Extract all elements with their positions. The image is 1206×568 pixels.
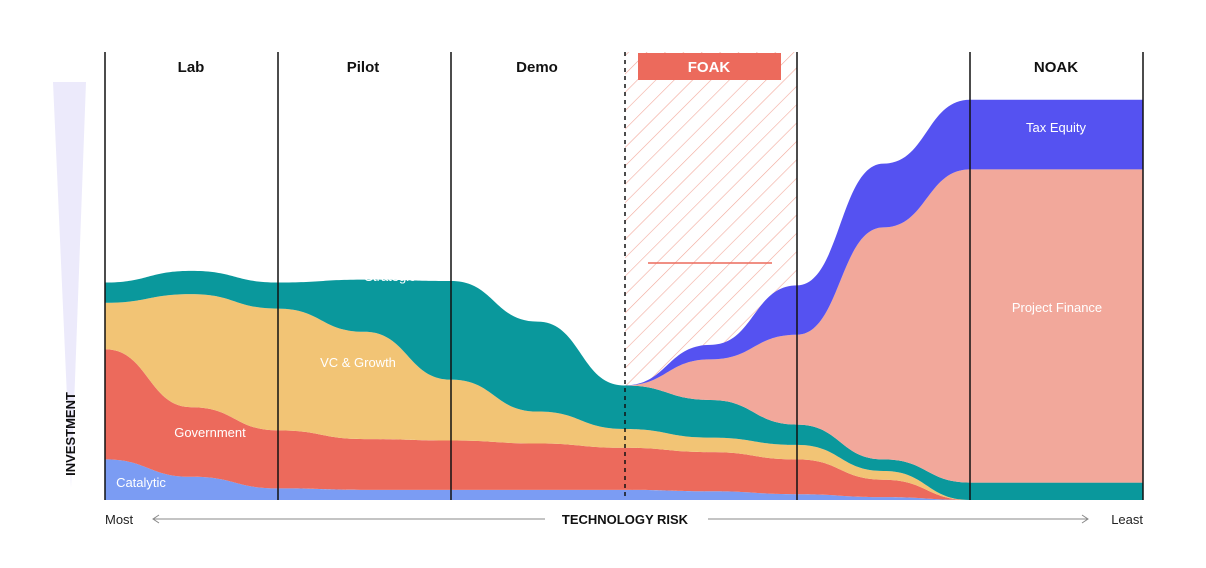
series-label-strategic: Strategic xyxy=(364,269,416,284)
series-label-vc-growth: VC & Growth xyxy=(320,355,396,370)
area-tax-equity xyxy=(105,99,1143,386)
stage-dividers xyxy=(104,52,1144,500)
area-project-finance xyxy=(105,169,1143,483)
series-label-project-finance: Project Finance xyxy=(1012,300,1102,315)
stage-label-noak: NOAK xyxy=(1034,59,1078,76)
series-label-government: Government xyxy=(174,425,246,440)
y-axis-title: INVESTMENT xyxy=(63,392,78,476)
series-label-tax-equity: Tax Equity xyxy=(1026,120,1086,135)
stage-label-foak: FOAK xyxy=(688,59,731,76)
stage-label-pilot: Pilot xyxy=(347,59,380,76)
x-axis-arrowhead-left xyxy=(152,514,160,524)
x-axis-arrowhead-right xyxy=(1081,514,1089,524)
area-vc-growth xyxy=(105,294,1143,500)
x-axis-title: TECHNOLOGY RISK xyxy=(562,512,689,527)
x-axis-left-label: Most xyxy=(105,512,134,527)
area-strategic xyxy=(105,270,1143,500)
series-label-catalytic: Catalytic xyxy=(116,475,166,490)
investment-wedge xyxy=(53,82,86,488)
stage-label-demo: Demo xyxy=(516,59,558,76)
stage-label-lab: Lab xyxy=(178,59,205,76)
area-series-group xyxy=(105,99,1143,500)
area-government xyxy=(105,349,1143,500)
foak-badge xyxy=(638,53,781,80)
x-axis-right-label: Least xyxy=(1111,512,1143,527)
